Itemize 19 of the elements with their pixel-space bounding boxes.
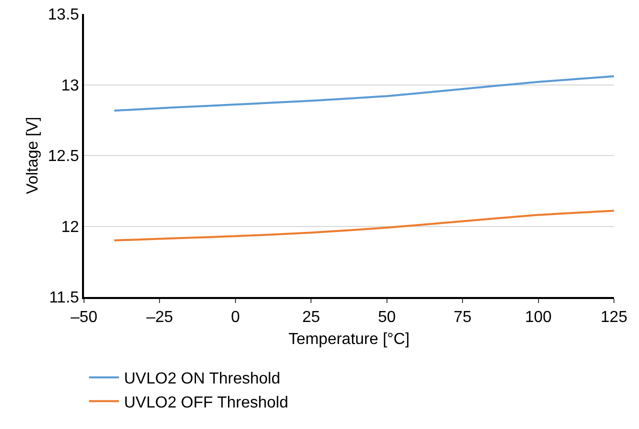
y-axis-title: Voltage [V] [24, 116, 42, 194]
line-series [113, 75, 614, 112]
y-tick-label: 11.5 [49, 290, 80, 307]
legend-label: UVLO2 ON Threshold [124, 370, 280, 388]
x-tick-label: 50 [378, 308, 396, 326]
line-series [113, 210, 614, 242]
x-tick-label: –50 [70, 308, 98, 326]
y-tick-label: 13 [61, 77, 80, 94]
x-tick-label: –25 [146, 308, 174, 326]
x-axis-title: Temperature [°C] [288, 331, 410, 348]
x-tick-label: 0 [230, 308, 240, 326]
y-tick-label: 12 [61, 218, 80, 236]
x-tick-label: 100 [524, 308, 552, 326]
x-tick-label: 125 [600, 308, 628, 326]
y-tick-label: 13.5 [48, 6, 80, 24]
x-tick-label: 75 [454, 308, 472, 326]
x-tick-label: 25 [302, 308, 320, 326]
y-tick-label: 12.5 [48, 148, 80, 166]
legend-label: UVLO2 OFF Threshold [124, 394, 288, 412]
